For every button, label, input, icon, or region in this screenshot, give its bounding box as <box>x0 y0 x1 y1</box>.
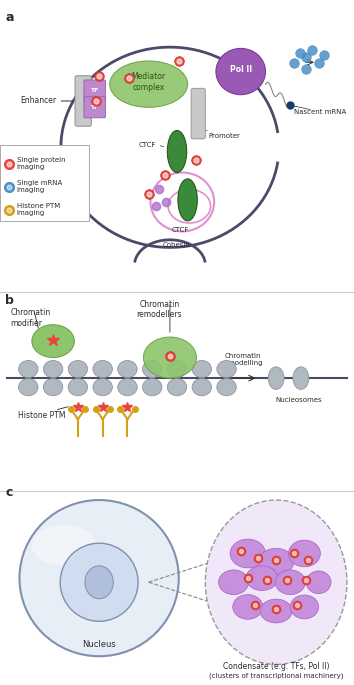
Ellipse shape <box>118 379 137 396</box>
Text: Chromatin
modifier: Chromatin modifier <box>11 308 51 327</box>
Text: Chromatin
remodellers: Chromatin remodellers <box>137 300 182 319</box>
Text: Nucleus: Nucleus <box>82 640 116 649</box>
Text: Histone PTM
imaging: Histone PTM imaging <box>17 203 60 216</box>
Ellipse shape <box>93 360 113 377</box>
Ellipse shape <box>110 61 188 108</box>
Ellipse shape <box>167 130 187 173</box>
Ellipse shape <box>118 360 137 377</box>
Ellipse shape <box>178 179 198 221</box>
Ellipse shape <box>192 379 212 396</box>
Ellipse shape <box>19 500 179 656</box>
FancyBboxPatch shape <box>0 145 88 221</box>
Text: Mediator
complex: Mediator complex <box>132 73 166 92</box>
Ellipse shape <box>275 570 305 595</box>
Ellipse shape <box>93 379 113 396</box>
Ellipse shape <box>43 360 63 377</box>
Text: Nascent mRNA: Nascent mRNA <box>294 108 346 114</box>
Text: Promoter: Promoter <box>209 133 241 138</box>
Text: Chromatin
remodelling: Chromatin remodelling <box>222 353 263 366</box>
Ellipse shape <box>19 379 38 396</box>
Ellipse shape <box>289 540 320 567</box>
Text: CTCF: CTCF <box>172 227 189 233</box>
FancyBboxPatch shape <box>191 88 205 139</box>
Ellipse shape <box>32 525 96 566</box>
Ellipse shape <box>32 325 74 358</box>
Ellipse shape <box>219 570 249 595</box>
Ellipse shape <box>268 366 284 389</box>
Ellipse shape <box>142 360 162 377</box>
FancyBboxPatch shape <box>75 76 91 126</box>
Ellipse shape <box>306 571 331 593</box>
Text: Cohesin: Cohesin <box>163 242 191 248</box>
Text: Condensate (e.g. TFs, Pol II): Condensate (e.g. TFs, Pol II) <box>223 662 329 671</box>
Ellipse shape <box>230 539 266 568</box>
Ellipse shape <box>246 566 278 590</box>
Ellipse shape <box>167 379 187 396</box>
Text: Pol II: Pol II <box>230 65 252 74</box>
Ellipse shape <box>293 366 309 389</box>
Text: TF: TF <box>90 105 99 110</box>
Text: CTCF: CTCF <box>138 142 156 148</box>
Ellipse shape <box>216 49 266 95</box>
Text: c: c <box>5 486 13 499</box>
Ellipse shape <box>217 360 236 377</box>
Ellipse shape <box>143 337 196 378</box>
FancyBboxPatch shape <box>84 80 105 101</box>
Ellipse shape <box>19 360 38 377</box>
Ellipse shape <box>290 595 319 619</box>
Text: b: b <box>5 294 14 307</box>
Circle shape <box>205 500 347 664</box>
FancyBboxPatch shape <box>84 97 105 118</box>
Ellipse shape <box>142 379 162 396</box>
Ellipse shape <box>68 360 88 377</box>
Text: a: a <box>5 10 14 23</box>
Ellipse shape <box>233 595 263 619</box>
Text: Nucleosomes: Nucleosomes <box>275 397 322 403</box>
Text: Single mRNA
imaging: Single mRNA imaging <box>17 180 62 193</box>
Ellipse shape <box>217 379 236 396</box>
Ellipse shape <box>258 548 294 575</box>
Ellipse shape <box>43 379 63 396</box>
Ellipse shape <box>260 599 292 623</box>
Text: Enhancer: Enhancer <box>21 97 57 105</box>
Text: Histone PTM: Histone PTM <box>18 411 65 420</box>
Text: TF: TF <box>90 88 99 93</box>
Circle shape <box>85 566 113 599</box>
Text: Single protein
imaging: Single protein imaging <box>17 157 65 170</box>
Ellipse shape <box>68 379 88 396</box>
Ellipse shape <box>192 360 212 377</box>
Ellipse shape <box>60 543 138 621</box>
Text: (clusters of transcriptional machinery): (clusters of transcriptional machinery) <box>209 673 343 679</box>
Ellipse shape <box>167 360 187 377</box>
